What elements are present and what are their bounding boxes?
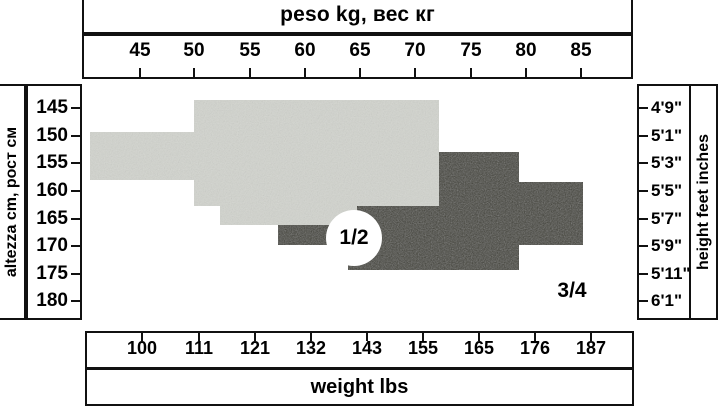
right-tick-label: 5'1" [651, 126, 683, 145]
left-tick-mark [71, 273, 80, 275]
bottom-axis-title: weight lbs [310, 375, 409, 398]
left-tick-mark [71, 300, 80, 302]
bottom-axis-title-box: weight lbs [85, 368, 634, 406]
left-axis-title: altezza cm, рост см [3, 126, 20, 278]
top-tick-label: 45 [129, 40, 151, 61]
bottom-tick-mark [141, 333, 143, 341]
bottom-tick-mark [366, 333, 368, 341]
bottom-tick-label: 111 [184, 338, 214, 358]
top-tick-mark [525, 68, 527, 77]
bottom-axis-scale-box: 100 111 121 132 143 155 165 176 187 [85, 331, 634, 369]
right-tick-label: 4'9" [651, 98, 683, 117]
top-tick-label: 50 [183, 40, 205, 61]
right-tick-mark [639, 107, 648, 109]
top-tick-label: 75 [460, 40, 482, 61]
left-tick-mark [71, 218, 80, 220]
right-tick-mark [639, 135, 648, 137]
left-tick-label: 180 [36, 290, 68, 311]
left-tick-mark [71, 107, 80, 109]
right-axis-title: height feet inches [694, 133, 712, 271]
top-tick-label: 70 [404, 40, 426, 61]
bottom-tick-label: 165 [463, 338, 495, 358]
top-tick-label: 60 [294, 40, 316, 61]
left-tick-mark [71, 190, 80, 192]
top-axis-ticks: 45 50 55 60 65 70 75 80 85 [84, 36, 631, 77]
left-tick-label: 155 [36, 152, 68, 173]
bottom-tick-label: 121 [239, 338, 271, 358]
bottom-tick-label: 100 [126, 338, 158, 358]
right-tick-label: 5'9" [651, 236, 683, 255]
bottom-tick-mark [534, 333, 536, 341]
top-tick-label: 85 [570, 40, 592, 61]
bottom-tick-mark [422, 333, 424, 341]
bottom-tick-label: 176 [519, 338, 551, 358]
label-marker-threequarter-text: 3/4 [557, 279, 587, 302]
left-axis-title-box: altezza cm, рост см [0, 84, 26, 320]
bottom-tick-label: 132 [295, 338, 327, 358]
left-tick-label: 175 [36, 263, 68, 284]
right-axis-title-box: height feet inches [689, 84, 718, 320]
bottom-tick-mark [310, 333, 312, 341]
top-tick-mark [249, 68, 251, 77]
top-tick-mark [359, 68, 361, 77]
bottom-tick-label: 187 [575, 338, 607, 358]
top-axis-title: peso kg, вес кг [280, 3, 435, 26]
label-marker-half-text: 1/2 [339, 226, 369, 249]
left-tick-label: 170 [36, 235, 68, 256]
label-marker-half: 1/2 [326, 210, 382, 266]
top-tick-mark [139, 68, 141, 77]
bottom-tick-label: 143 [351, 338, 383, 358]
right-tick-label: 6'1" [651, 291, 683, 310]
right-tick-label: 5'7" [651, 209, 683, 228]
top-axis-title-box: peso kg, вес кг [82, 0, 633, 34]
bottom-tick-mark [590, 333, 592, 341]
left-tick-mark [71, 245, 80, 247]
bottom-tick-mark [254, 333, 256, 341]
top-tick-label: 80 [515, 40, 537, 61]
top-tick-label: 55 [239, 40, 261, 61]
right-tick-label: 5'5" [651, 181, 683, 200]
left-tick-label: 145 [36, 97, 68, 118]
bottom-tick-mark [478, 333, 480, 341]
right-tick-mark [639, 273, 648, 275]
top-tick-mark [580, 68, 582, 77]
right-tick-mark [639, 245, 648, 247]
top-axis-scale-box: 45 50 55 60 65 70 75 80 85 [82, 34, 633, 79]
bottom-tick-label: 155 [407, 338, 439, 358]
left-tick-label: 165 [36, 208, 68, 229]
top-tick-mark [414, 68, 416, 77]
plot-area: 1/2 3/4 [82, 80, 637, 322]
top-tick-label: 65 [349, 40, 371, 61]
right-tick-mark [639, 300, 648, 302]
right-tick-mark [639, 218, 648, 220]
bottom-tick-mark [198, 333, 200, 341]
right-tick-label: 5'11" [651, 264, 691, 283]
left-tick-label: 160 [36, 180, 68, 201]
top-tick-mark [304, 68, 306, 77]
right-tick-mark [639, 162, 648, 164]
top-tick-mark [470, 68, 472, 77]
left-tick-mark [71, 162, 80, 164]
right-tick-label: 5'3" [651, 153, 683, 172]
region-half [90, 100, 439, 225]
right-tick-mark [639, 190, 648, 192]
left-tick-mark [71, 135, 80, 137]
left-tick-label: 150 [36, 125, 68, 146]
right-axis-scale-box: 4'9" 5'1" 5'3" 5'5" 5'7" 5'9" 5'11" 6'1" [637, 84, 691, 320]
label-marker-threequarter: 3/4 [544, 263, 600, 319]
top-tick-mark [193, 68, 195, 77]
left-axis-scale-box: 145 150 155 160 165 170 175 180 [26, 84, 82, 320]
